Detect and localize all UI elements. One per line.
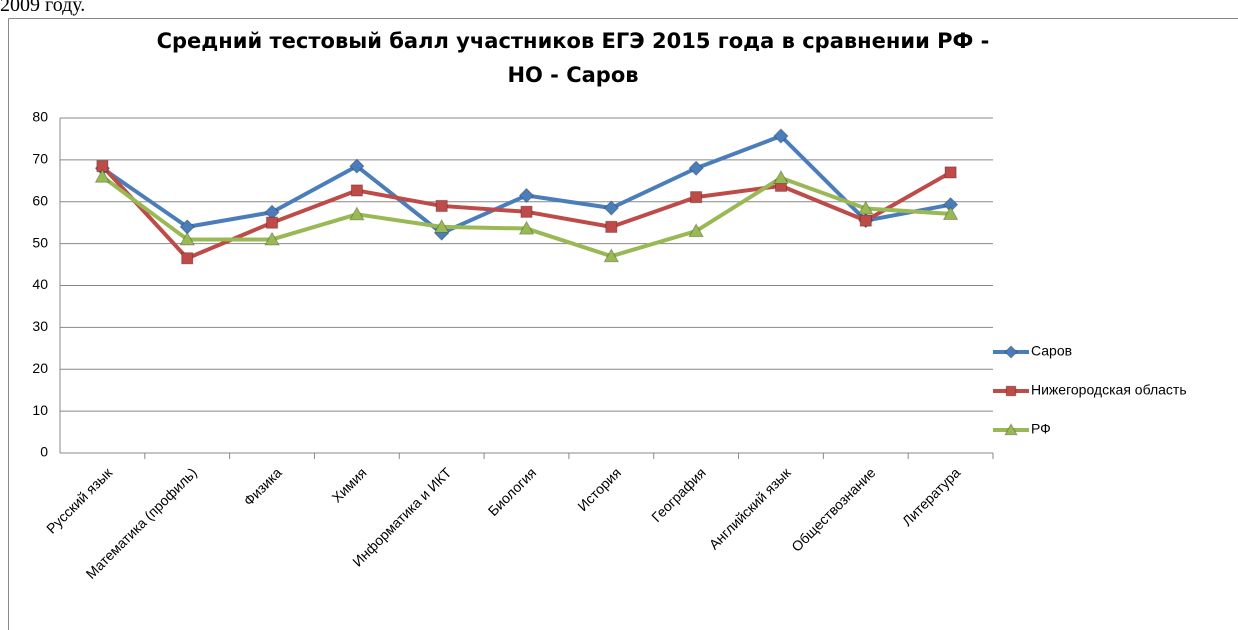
data-point bbox=[179, 231, 196, 246]
data-point bbox=[773, 128, 789, 144]
y-tick-label: 60 bbox=[32, 192, 48, 208]
data-point bbox=[435, 199, 448, 213]
x-tick-label: Русский язык bbox=[43, 464, 116, 537]
data-point bbox=[349, 158, 365, 174]
chart-title: Средний тестовый балл участников ЕГЭ 201… bbox=[156, 29, 990, 87]
data-point bbox=[181, 252, 194, 265]
data-point bbox=[349, 206, 365, 221]
data-point bbox=[264, 231, 280, 246]
x-tick-label: Биология bbox=[485, 464, 540, 519]
data-point bbox=[857, 200, 874, 215]
data-point bbox=[605, 220, 618, 233]
data-point bbox=[518, 220, 535, 235]
y-tick-label: 20 bbox=[32, 360, 48, 376]
data-point bbox=[773, 169, 789, 184]
legend-marker bbox=[1005, 385, 1017, 397]
data-point bbox=[265, 216, 279, 229]
legend-label: Саров bbox=[1031, 343, 1072, 359]
x-tick-label: Обществознание bbox=[788, 464, 878, 554]
data-point bbox=[520, 205, 533, 218]
legend-label: Нижегородская область bbox=[1031, 382, 1187, 398]
x-tick-label: География bbox=[648, 464, 709, 525]
data-point bbox=[433, 218, 450, 233]
data-point bbox=[688, 160, 704, 176]
y-tick-label: 70 bbox=[32, 151, 48, 167]
data-point bbox=[603, 248, 620, 263]
data-point bbox=[942, 205, 959, 220]
data-point bbox=[350, 184, 363, 197]
legend-label: РФ bbox=[1031, 421, 1051, 437]
y-tick-label: 0 bbox=[40, 444, 48, 460]
data-point bbox=[690, 191, 703, 204]
y-tick-label: 50 bbox=[32, 234, 48, 250]
y-tick-label: 40 bbox=[32, 276, 48, 292]
legend-marker bbox=[1004, 345, 1018, 359]
x-tick-label: История bbox=[574, 464, 624, 514]
data-point bbox=[518, 187, 535, 204]
data-point bbox=[94, 168, 111, 183]
x-tick-label: Английский язык bbox=[706, 464, 795, 553]
legend-marker bbox=[1004, 422, 1018, 436]
y-tick-label: 80 bbox=[32, 109, 48, 125]
y-tick-label: 10 bbox=[32, 402, 48, 418]
data-point bbox=[688, 223, 704, 238]
data-point bbox=[859, 214, 872, 227]
x-tick-label: Литература bbox=[899, 464, 964, 529]
x-tick-label: Химия bbox=[328, 464, 369, 505]
data-point bbox=[603, 200, 620, 216]
document-text: 2009 году. bbox=[0, 0, 86, 16]
y-tick-label: 30 bbox=[32, 318, 48, 334]
data-point bbox=[944, 166, 957, 179]
x-tick-label: Физика bbox=[240, 464, 285, 509]
series-line bbox=[101, 134, 951, 236]
